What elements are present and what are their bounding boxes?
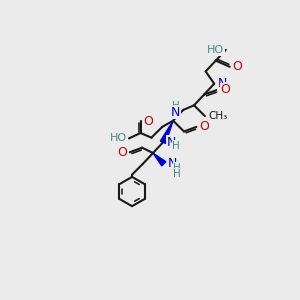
Text: O: O [220,83,230,96]
Polygon shape [160,121,173,143]
Text: H: H [172,101,180,111]
Text: H: H [173,163,181,173]
Text: N: N [168,157,177,170]
Text: N: N [167,136,176,149]
Text: H: H [224,82,231,93]
Text: N: N [171,106,180,119]
Polygon shape [153,153,166,166]
Text: HO: HO [207,45,224,55]
Text: N: N [218,77,227,90]
Text: CH₃: CH₃ [208,111,227,121]
Text: O: O [143,115,153,128]
Text: HO: HO [110,134,127,143]
Text: O: O [232,60,242,73]
Text: H: H [172,141,180,151]
Text: H: H [173,169,181,179]
Text: O: O [118,146,128,159]
Text: O: O [200,120,209,134]
